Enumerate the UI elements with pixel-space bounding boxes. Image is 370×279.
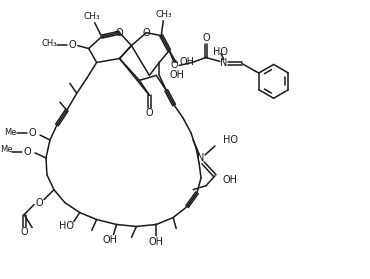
- Text: N: N: [197, 153, 205, 163]
- Text: O: O: [23, 147, 31, 157]
- Text: OH: OH: [169, 70, 184, 80]
- Text: OH: OH: [149, 237, 164, 247]
- Text: HO: HO: [213, 47, 228, 57]
- Text: OH: OH: [223, 175, 238, 185]
- Text: O: O: [68, 40, 75, 50]
- Text: O: O: [170, 61, 178, 71]
- Text: CH₃: CH₃: [83, 12, 100, 21]
- Text: OH: OH: [179, 57, 194, 68]
- Text: O: O: [35, 198, 43, 208]
- Text: O: O: [202, 33, 210, 43]
- Text: O: O: [20, 227, 28, 237]
- Text: CH₃: CH₃: [41, 39, 57, 48]
- Text: Me: Me: [4, 128, 16, 136]
- Text: O: O: [142, 28, 150, 38]
- Text: O: O: [145, 108, 153, 118]
- Text: HO: HO: [59, 222, 74, 232]
- Text: Me: Me: [0, 145, 13, 155]
- Text: O: O: [28, 128, 36, 138]
- Text: O: O: [116, 28, 123, 38]
- Text: OH: OH: [102, 235, 117, 246]
- Text: N: N: [220, 59, 228, 68]
- Text: CH₃: CH₃: [156, 10, 172, 19]
- Text: HO: HO: [223, 135, 238, 145]
